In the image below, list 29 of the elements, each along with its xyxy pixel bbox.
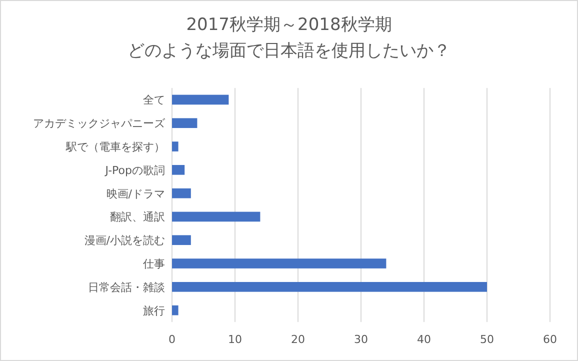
x-tick-label: 20 [291,333,305,346]
x-tick-label: 40 [417,333,431,346]
y-tick-label: 日常会話・雑談 [88,280,165,294]
x-tick-label: 30 [354,333,368,346]
bar [172,142,178,152]
y-tick-label: アカデミックジャパニーズ [33,117,166,130]
bar [172,118,198,128]
x-tick-label: 60 [543,333,557,346]
y-tick-label: 仕事 [143,258,165,270]
x-tick-label: 0 [168,333,176,346]
y-tick-label: J-Popの歌詞 [104,164,165,177]
chart-subtitle: どのような場面で日本語を使用したいか？ [128,41,450,61]
bar [172,235,191,246]
bar [172,164,185,175]
bar [172,258,386,268]
bar [172,188,191,198]
y-tick-label: 翻訳、通訳 [110,210,165,224]
y-tick-label: 旅行 [143,304,165,318]
y-tick-label: 全て [143,94,165,107]
y-tick-label: 駅で（電車を探す） [65,140,165,154]
bar [172,282,487,292]
y-tick-label: 映画/ドラマ [106,187,165,200]
bar [172,305,178,316]
x-tick-label: 50 [480,333,494,346]
x-tick-label: 10 [228,333,242,346]
chart-title: 2017秋学期～2018秋学期 [186,15,392,35]
bar [172,94,229,105]
y-tick-label: 漫画/小説を読む [84,234,165,248]
bar [172,212,260,222]
